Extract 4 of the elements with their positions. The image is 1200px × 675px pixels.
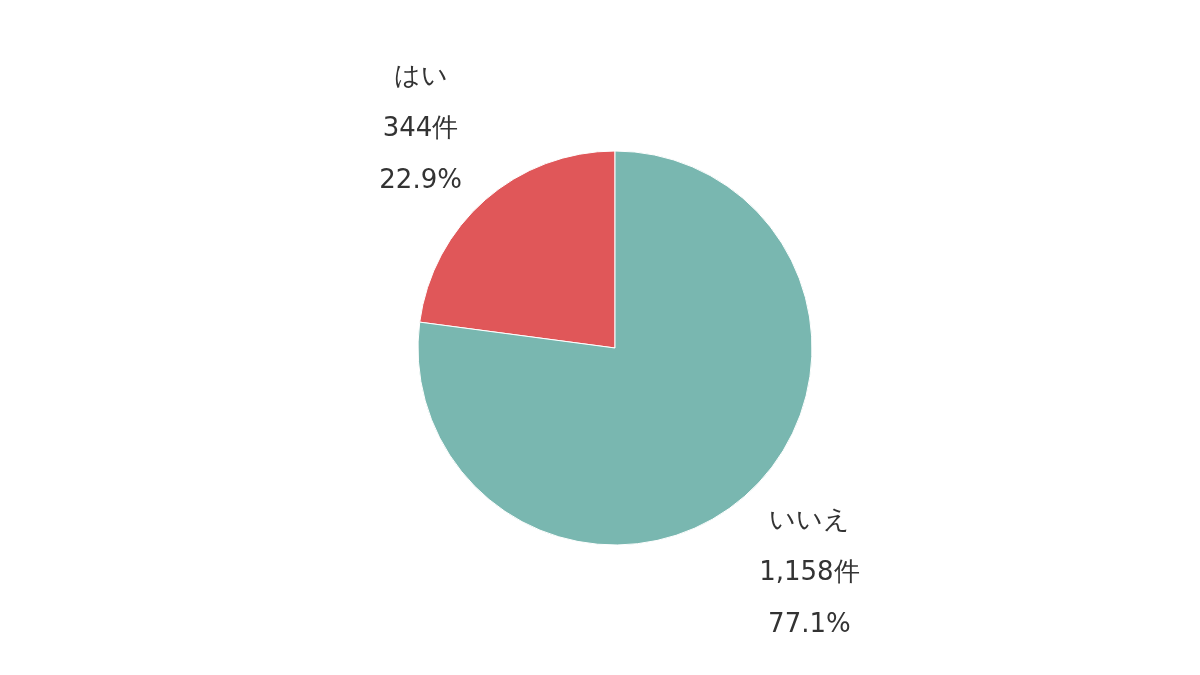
data-label: 1,158件 77.1% (759, 555, 860, 638)
data-label: 344件 22.9% (379, 112, 462, 195)
slice-label: はい (393, 60, 448, 91)
slice-label: いいえ (768, 503, 850, 534)
